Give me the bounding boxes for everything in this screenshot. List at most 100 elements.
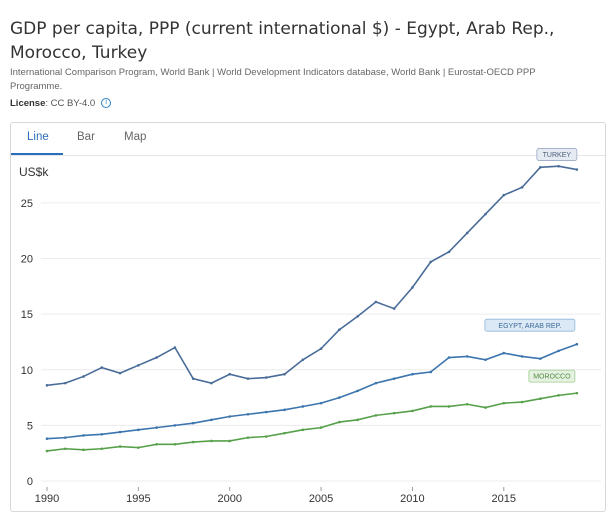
source-line-2[interactable]: Programme. bbox=[10, 81, 63, 92]
data-point bbox=[63, 381, 67, 385]
data-point bbox=[45, 384, 49, 387]
tab-bar[interactable]: Bar bbox=[77, 131, 95, 143]
data-point bbox=[246, 377, 250, 380]
license-value[interactable]: : CC BY-4.0 bbox=[45, 98, 96, 109]
data-point bbox=[100, 432, 104, 436]
data-point bbox=[319, 401, 323, 405]
source-line-1[interactable]: International Comparison Program, World … bbox=[10, 67, 536, 78]
data-point bbox=[557, 394, 560, 397]
data-point bbox=[228, 372, 232, 376]
data-point bbox=[502, 193, 506, 197]
x-tick-label: 2015 bbox=[492, 493, 516, 505]
data-point bbox=[283, 372, 286, 376]
data-point bbox=[210, 439, 213, 443]
data-point bbox=[484, 406, 487, 409]
data-point bbox=[301, 428, 305, 432]
data-point bbox=[557, 164, 560, 168]
data-point bbox=[392, 307, 396, 310]
data-point bbox=[118, 371, 122, 375]
data-point bbox=[484, 212, 487, 216]
data-point bbox=[319, 347, 323, 350]
data-point bbox=[520, 400, 524, 404]
data-point bbox=[63, 447, 67, 451]
y-tick-label: 20 bbox=[21, 254, 33, 266]
x-tick-label: 2005 bbox=[309, 493, 333, 505]
data-point bbox=[392, 411, 396, 415]
data-point bbox=[429, 370, 432, 374]
active-tab-indicator bbox=[11, 153, 63, 155]
x-tick-label: 2010 bbox=[400, 493, 424, 505]
data-point bbox=[283, 431, 286, 435]
y-tick-label: 15 bbox=[21, 309, 33, 321]
data-point bbox=[557, 349, 560, 353]
data-point bbox=[319, 426, 323, 429]
data-point bbox=[82, 448, 85, 452]
info-icon[interactable]: i bbox=[101, 98, 112, 109]
data-point bbox=[82, 375, 85, 378]
series-label: MOROCCO bbox=[533, 374, 571, 381]
data-point bbox=[411, 372, 414, 376]
data-point bbox=[374, 381, 378, 385]
x-tick-label: 1995 bbox=[126, 493, 150, 505]
data-point bbox=[173, 424, 177, 427]
data-point bbox=[45, 449, 49, 453]
data-point bbox=[210, 381, 213, 385]
data-point bbox=[338, 396, 341, 399]
data-point bbox=[173, 442, 177, 446]
data-point bbox=[155, 356, 158, 359]
data-point bbox=[191, 421, 195, 425]
series-label-box bbox=[536, 148, 578, 161]
data-point bbox=[539, 397, 542, 400]
data-point bbox=[575, 168, 579, 171]
data-point bbox=[228, 415, 232, 418]
data-point bbox=[465, 402, 469, 406]
series-line-turkey bbox=[46, 165, 578, 387]
data-point bbox=[392, 377, 396, 380]
data-point bbox=[356, 389, 359, 393]
source-text: International Comparison Program, World … bbox=[10, 66, 590, 94]
data-point bbox=[118, 430, 122, 434]
y-tick-label: 5 bbox=[27, 420, 33, 432]
series-label-box bbox=[484, 318, 576, 332]
data-point bbox=[520, 186, 524, 189]
data-point bbox=[539, 166, 542, 169]
data-point bbox=[191, 377, 195, 380]
data-point bbox=[338, 328, 341, 332]
data-point bbox=[429, 405, 432, 408]
data-point bbox=[246, 412, 250, 416]
data-point bbox=[63, 436, 67, 439]
data-point bbox=[283, 408, 286, 412]
page-title: GDP per capita, PPP (current internation… bbox=[10, 17, 590, 65]
data-point bbox=[155, 442, 158, 446]
line-chart: US$k 0 5 10 15 20 25 1990 1995 2000 2005 2010 2015 TU… bbox=[19, 148, 601, 505]
series-line-egypt-arab-rep- bbox=[46, 343, 578, 440]
chart-panel: Line Bar Map US$k 0 5 10 15 20 25 1990 1995 2000 2… bbox=[10, 122, 606, 512]
series-label: EGYPT, ARAB REP. bbox=[498, 323, 561, 330]
tab-map[interactable]: Map bbox=[124, 131, 147, 143]
data-point bbox=[264, 410, 268, 414]
x-tick-label: 2000 bbox=[217, 493, 241, 505]
data-point bbox=[100, 447, 104, 451]
data-point bbox=[173, 346, 177, 349]
tab-line[interactable]: Line bbox=[27, 131, 49, 143]
data-point bbox=[118, 445, 122, 448]
data-point bbox=[356, 418, 359, 422]
data-point bbox=[210, 418, 213, 422]
data-point bbox=[338, 420, 341, 424]
data-point bbox=[191, 440, 195, 444]
series-label: TURKEY bbox=[543, 152, 572, 159]
y-tick-label: 10 bbox=[21, 365, 33, 377]
series-label-box bbox=[528, 369, 576, 383]
data-point bbox=[575, 342, 579, 346]
data-point bbox=[447, 250, 451, 254]
y-axis-unit: US$k bbox=[19, 165, 49, 179]
data-point bbox=[520, 355, 524, 358]
data-point bbox=[45, 437, 49, 441]
data-point bbox=[82, 434, 85, 437]
data-point bbox=[411, 286, 414, 289]
series-line-morocco bbox=[46, 392, 577, 452]
data-point bbox=[137, 446, 140, 449]
chart-tabs: Line Bar Map bbox=[11, 123, 605, 156]
data-point bbox=[264, 376, 268, 379]
title-line-2: Morocco, Turkey bbox=[10, 43, 148, 64]
